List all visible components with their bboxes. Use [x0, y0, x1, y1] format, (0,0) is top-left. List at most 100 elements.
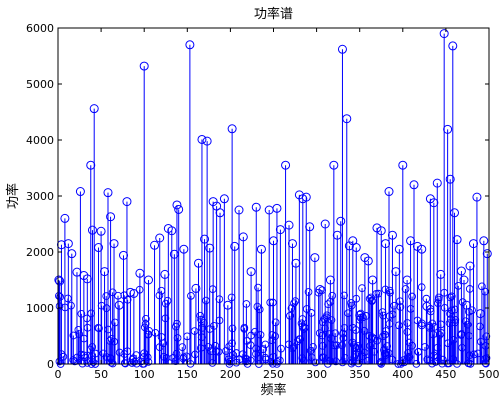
stem-marker: [450, 208, 460, 218]
stem-marker: [456, 266, 466, 276]
noise-stem-marker: [304, 288, 313, 296]
noise-stem-marker: [320, 315, 329, 323]
noise-stem-marker: [253, 302, 262, 311]
stem-marker: [332, 230, 342, 240]
stem-marker: [409, 180, 419, 190]
stem-marker: [445, 174, 455, 184]
noise-stem-marker: [123, 295, 132, 304]
noise-stem-marker: [246, 341, 255, 349]
stem-marker: [287, 239, 297, 249]
stem-marker: [305, 222, 315, 232]
stem-marker: [351, 243, 361, 253]
stem-marker: [320, 219, 330, 229]
stem-marker: [160, 269, 170, 279]
x-tick-label: 500: [479, 368, 500, 381]
stem-marker: [452, 235, 462, 245]
noise-stem-marker: [362, 312, 371, 320]
stem-marker: [479, 236, 489, 246]
noise-stem-marker: [271, 318, 280, 327]
stem-marker: [355, 310, 365, 320]
noise-stem-marker: [349, 341, 358, 349]
stem-marker: [129, 288, 139, 298]
noise-stem-marker: [210, 322, 218, 330]
noise-stem-marker: [159, 352, 168, 361]
stem-marker: [185, 40, 195, 50]
y-tick-label: 3000: [26, 190, 54, 203]
stem-marker: [86, 160, 96, 170]
stem-marker: [417, 244, 427, 254]
noise-stem-marker: [354, 342, 362, 350]
noise-stem-marker: [311, 358, 320, 367]
y-tick-label: 1000: [26, 302, 54, 315]
noise-stem-marker: [425, 322, 434, 330]
stem-marker: [179, 244, 189, 254]
x-tick-label: 200: [220, 368, 241, 381]
noise-stem-marker: [277, 344, 285, 353]
stem-marker: [363, 256, 373, 266]
stem-marker: [465, 261, 475, 271]
stem-marker: [459, 275, 469, 285]
stem-marker: [337, 44, 347, 54]
noise-stem-marker: [356, 309, 365, 318]
noise-stem-marker: [121, 359, 130, 368]
stem-marker: [82, 274, 92, 284]
stem-marker: [269, 236, 278, 246]
stem-marker: [482, 249, 492, 259]
noise-stem-marker: [286, 311, 294, 320]
noise-stem-marker: [405, 338, 414, 347]
stem-marker: [202, 136, 212, 146]
noise-stem-marker: [435, 293, 443, 302]
noise-stem-marker: [370, 334, 379, 343]
noise-stem-marker: [225, 357, 234, 366]
stem-marker: [301, 192, 311, 202]
noise-stem-marker: [482, 332, 491, 341]
stem-marker: [205, 243, 215, 253]
stem-marker: [119, 250, 129, 260]
noise-stem-marker: [318, 342, 327, 350]
stem-marker: [56, 240, 66, 250]
x-tick-label: 150: [177, 368, 198, 381]
stem-marker: [54, 275, 64, 285]
stem-marker: [468, 239, 478, 249]
stem-marker: [106, 212, 116, 222]
stem-marker: [439, 29, 449, 39]
noise-stem-marker: [259, 345, 268, 353]
stem-marker: [291, 258, 301, 268]
stem-marker: [251, 202, 261, 212]
noise-stem-marker: [347, 299, 355, 307]
noise-stem-marker: [163, 296, 172, 305]
stem-marker: [398, 160, 408, 170]
noise-stem-marker: [271, 332, 280, 341]
noise-stem-marker: [385, 312, 394, 320]
noise-stem-marker: [438, 355, 447, 364]
noise-stem-marker: [367, 293, 375, 302]
chart-title: 功率谱: [254, 6, 293, 22]
stem-marker: [432, 178, 442, 188]
noise-stem-marker: [385, 286, 394, 295]
x-tick-label: 250: [263, 368, 284, 381]
noise-stem-marker: [291, 297, 300, 305]
noise-stem-marker: [142, 314, 150, 323]
y-tick-label: 6000: [26, 22, 54, 35]
noise-stem-marker: [401, 285, 410, 293]
noise-stem-marker: [102, 292, 111, 300]
noise-stem-marker: [196, 311, 205, 320]
noise-stem-marker: [358, 284, 366, 292]
stem-series: [54, 29, 492, 368]
y-tick-label: 5000: [26, 78, 54, 91]
y-axis-label: 功率: [5, 183, 21, 209]
stem-marker: [336, 216, 346, 226]
stem-marker: [429, 198, 439, 208]
stem-marker: [472, 192, 482, 202]
stem-marker: [381, 239, 391, 249]
noise-stem-marker: [222, 347, 230, 355]
stem-marker: [342, 114, 352, 124]
noise-stem-marker: [114, 291, 122, 300]
noise-stem-marker: [478, 282, 486, 291]
noise-stem-marker: [396, 297, 404, 306]
stem-marker: [272, 203, 282, 213]
stem-marker: [150, 240, 160, 250]
noise-stem-marker: [347, 301, 356, 310]
x-tick-label: 450: [435, 368, 456, 381]
